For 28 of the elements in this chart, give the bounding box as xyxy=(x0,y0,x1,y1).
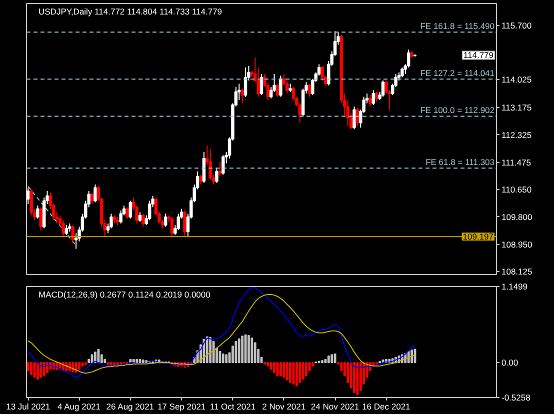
annotation: 114.779 xyxy=(463,50,494,60)
x-tick-label: 2 Nov 2021 xyxy=(262,402,306,412)
y-tick-label: -0.5258 xyxy=(502,392,531,402)
y-tick-label: 112.325 xyxy=(502,130,532,140)
ref-line-label: FE 127.2 = 114.041 xyxy=(420,68,495,78)
x-tick-label: 17 Sep 2021 xyxy=(157,402,206,412)
y-tick-label: 114.025 xyxy=(502,74,532,85)
ref-line-label: FE 161.8 = 115.490 xyxy=(420,21,495,32)
y-tick-label: 111.475 xyxy=(502,158,532,168)
ref-line-label: 109.197 xyxy=(462,232,494,242)
y-tick-label: 109.800 xyxy=(502,212,532,222)
y-tick-label: 108.125 xyxy=(502,266,532,276)
x-tick-label: 11 Oct 2021 xyxy=(210,402,256,412)
x-tick-label: 16 Dec 2021 xyxy=(362,402,411,412)
y-tick-label: 1.1499 xyxy=(502,282,528,292)
y-tick-label: 108.950 xyxy=(502,240,532,250)
x-tick-label: 13 Jul 2021 xyxy=(6,402,50,412)
ref-line-label: FE 61.8 = 111.303 xyxy=(426,157,495,168)
y-tick-label: 0.00 xyxy=(502,358,518,368)
x-tick-label: 4 Aug 2021 xyxy=(58,402,101,412)
chart-title: MACD(12,26,9) 0.2677 0.1124 0.2019 0.0000 xyxy=(38,290,211,300)
ref-line-label: FE 100.0 = 112.902 xyxy=(420,105,495,116)
y-tick-label: 113.175 xyxy=(502,102,532,112)
y-tick-label: 115.700 xyxy=(502,20,532,30)
x-tick-label: 24 Nov 2021 xyxy=(310,402,360,412)
y-tick-label: 110.650 xyxy=(502,184,532,194)
x-tick-label: 26 Aug 2021 xyxy=(106,402,154,412)
chart-title: USDJPY,Daily 114.772 114.804 114.733 114.779 xyxy=(38,6,222,16)
